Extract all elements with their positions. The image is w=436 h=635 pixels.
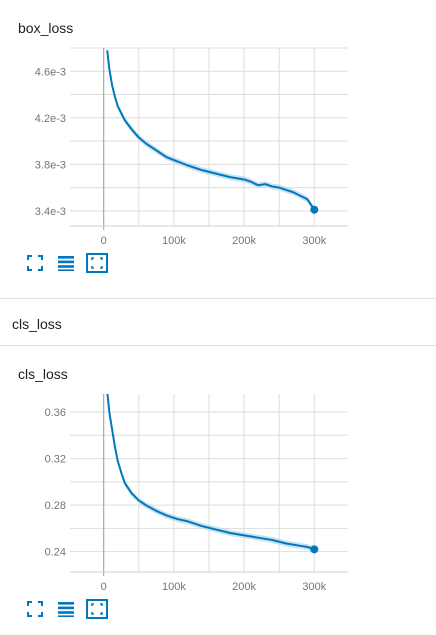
cls-loss-chart: 0.24 0.28 0.32 0.36 0 100k 200k 300k — [45, 394, 348, 593]
fit-domain-icon — [86, 599, 108, 619]
fit-domain-button[interactable] — [86, 252, 108, 274]
section-title-cls-loss[interactable]: cls_loss — [12, 316, 62, 332]
section-divider — [0, 345, 436, 346]
y-tick-label: 4.6e-3 — [35, 66, 66, 78]
grid — [70, 47, 348, 226]
fit-domain-icon — [86, 253, 108, 273]
fullscreen-button[interactable] — [24, 252, 46, 274]
box-loss-toolbar — [24, 252, 108, 274]
y-tick-label: 3.8e-3 — [35, 159, 66, 171]
section-divider — [0, 298, 436, 299]
series-last-point — [310, 205, 319, 214]
x-tick-label: 200k — [232, 581, 256, 593]
cls-loss-toolbar — [24, 598, 108, 620]
y-tick-label: 3.4e-3 — [35, 206, 66, 218]
fullscreen-button[interactable] — [24, 598, 46, 620]
series-last-point — [310, 545, 319, 554]
series-line — [106, 394, 315, 551]
data-table-icon — [58, 602, 74, 617]
y-tick-label: 4.2e-3 — [35, 113, 66, 125]
chart-title: cls_loss — [18, 366, 68, 382]
x-tick-label: 100k — [162, 235, 186, 247]
chart-title: box_loss — [18, 20, 74, 36]
y-tick-label: 0.32 — [45, 454, 66, 466]
y-tick-label: 0.24 — [45, 547, 66, 559]
x-tick-label: 0 — [101, 581, 107, 593]
x-tick-label: 200k — [232, 235, 256, 247]
data-table-button[interactable] — [55, 252, 77, 274]
x-tick-label: 100k — [162, 581, 186, 593]
x-tick-label: 300k — [302, 235, 326, 247]
y-tick-label: 0.36 — [45, 407, 66, 419]
series-line — [106, 50, 316, 211]
box-loss-chart: 3.4e-3 3.8e-3 4.2e-3 4.6e-3 0 100k 200k 300k — [35, 47, 348, 247]
fullscreen-icon — [27, 601, 43, 617]
fullscreen-icon — [27, 255, 43, 271]
data-table-icon — [58, 256, 74, 271]
data-table-button[interactable] — [55, 598, 77, 620]
x-tick-label: 0 — [101, 235, 107, 247]
fit-domain-button[interactable] — [86, 598, 108, 620]
grid — [70, 394, 348, 572]
x-tick-label: 300k — [302, 581, 326, 593]
y-tick-label: 0.28 — [45, 500, 66, 512]
